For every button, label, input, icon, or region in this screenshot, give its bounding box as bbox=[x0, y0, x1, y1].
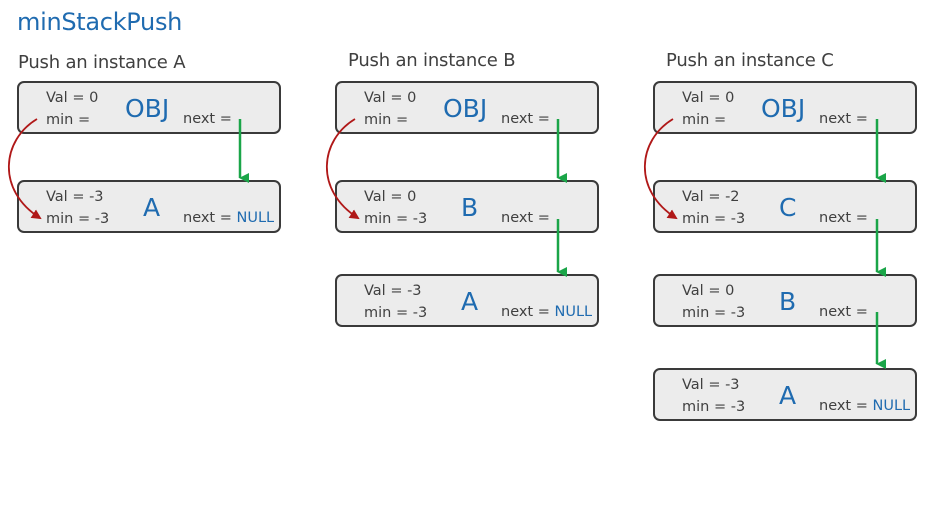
node-name: A bbox=[461, 287, 479, 316]
node-a: Val = -3 min = -3 A next = NULL bbox=[17, 180, 281, 233]
node-name: B bbox=[461, 193, 479, 222]
node-min: min = -3 bbox=[364, 305, 428, 321]
min-arrow bbox=[7, 118, 42, 220]
node-name: OBJ bbox=[125, 94, 170, 123]
node-val: Val = 0 bbox=[682, 90, 735, 106]
node-a: Val = -3 min = -3 A next = NULL bbox=[335, 274, 599, 327]
node-c: Val = -2 min = -3 C next = bbox=[653, 180, 917, 233]
node-min: min = bbox=[46, 112, 91, 128]
node-next: next = bbox=[183, 111, 232, 127]
node-val: Val = -3 bbox=[364, 283, 422, 299]
node-a: Val = -3 min = -3 A next = NULL bbox=[653, 368, 917, 421]
node-obj: Val = 0 min = OBJ next = bbox=[335, 81, 599, 134]
node-b: Val = 0 min = -3 B next = bbox=[653, 274, 917, 327]
node-name: C bbox=[779, 193, 797, 222]
node-min: min = bbox=[364, 112, 409, 128]
node-min: min = bbox=[682, 112, 727, 128]
node-min: min = -3 bbox=[46, 211, 110, 227]
node-min: min = -3 bbox=[682, 211, 746, 227]
node-val: Val = 0 bbox=[364, 189, 417, 205]
node-min: min = -3 bbox=[682, 305, 746, 321]
node-next: next = bbox=[819, 210, 868, 226]
node-val: Val = -3 bbox=[46, 189, 104, 205]
node-next: next = NULL bbox=[819, 398, 911, 414]
min-arrow bbox=[325, 118, 360, 220]
node-obj: Val = 0 min = OBJ next = bbox=[653, 81, 917, 134]
node-name: OBJ bbox=[761, 94, 806, 123]
node-val: Val = 0 bbox=[682, 283, 735, 299]
node-next: next = bbox=[501, 210, 550, 226]
node-name: A bbox=[143, 193, 161, 222]
node-name: A bbox=[779, 381, 797, 410]
node-min: min = -3 bbox=[682, 399, 746, 415]
node-name: OBJ bbox=[443, 94, 488, 123]
page-title: minStackPush bbox=[17, 8, 183, 36]
column-heading-push-a: Push an instance A bbox=[18, 52, 186, 73]
node-name: B bbox=[779, 287, 797, 316]
column-heading-push-b: Push an instance B bbox=[348, 50, 516, 71]
column-heading-push-c: Push an instance C bbox=[666, 50, 834, 71]
node-next: next = NULL bbox=[501, 304, 593, 320]
node-next: next = bbox=[819, 111, 868, 127]
node-val: Val = -2 bbox=[682, 189, 740, 205]
node-next: next = NULL bbox=[183, 210, 275, 226]
node-b: Val = 0 min = -3 B next = bbox=[335, 180, 599, 233]
node-next: next = bbox=[819, 304, 868, 320]
node-val: Val = -3 bbox=[682, 377, 740, 393]
node-obj: Val = 0 min = OBJ next = bbox=[17, 81, 281, 134]
min-arrow bbox=[643, 118, 678, 220]
node-val: Val = 0 bbox=[46, 90, 99, 106]
node-min: min = -3 bbox=[364, 211, 428, 227]
node-next: next = bbox=[501, 111, 550, 127]
node-val: Val = 0 bbox=[364, 90, 417, 106]
